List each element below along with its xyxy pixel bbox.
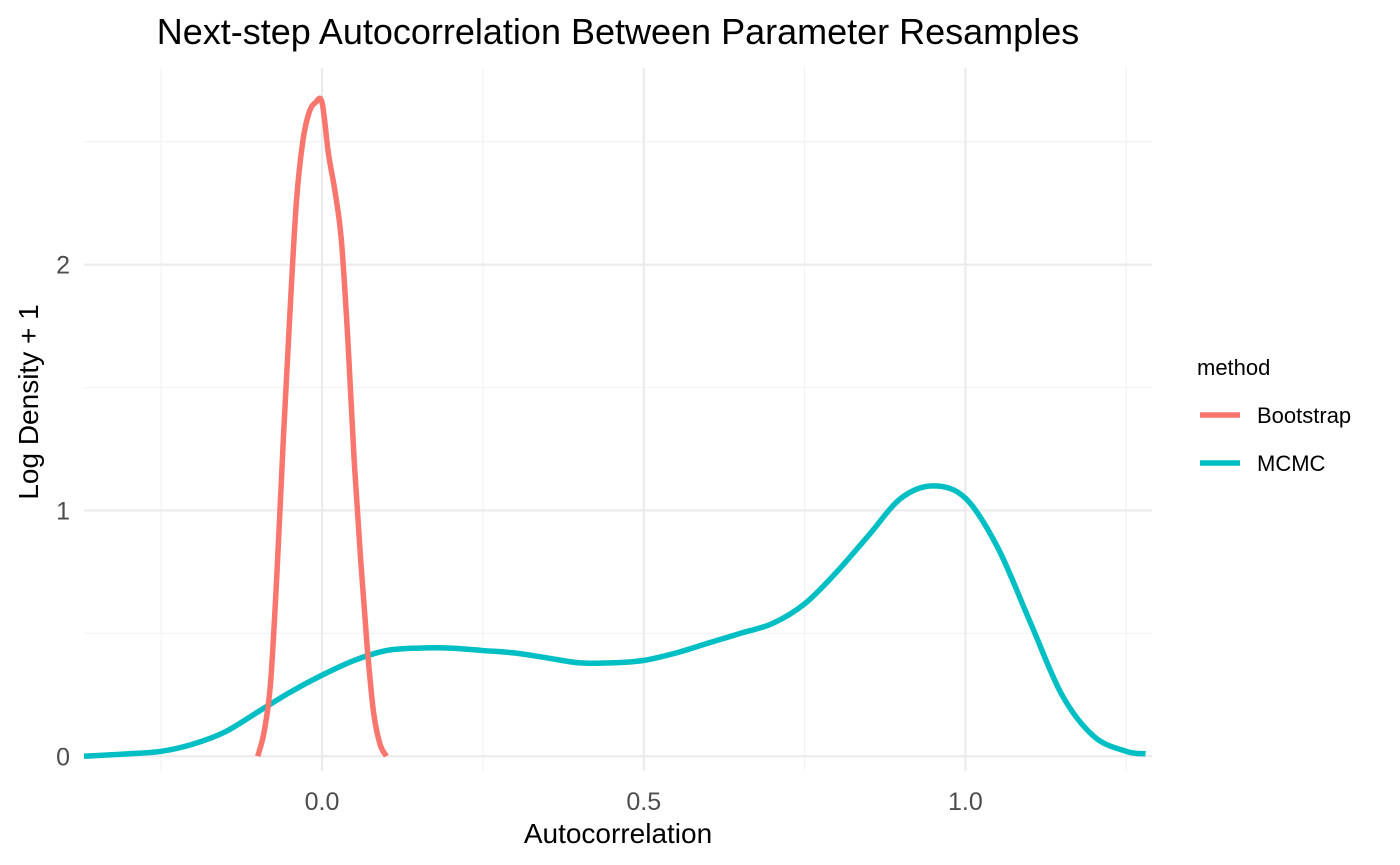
y-tick-label: 2 xyxy=(56,252,70,280)
x-tick-label: 0.0 xyxy=(305,788,340,816)
legend-items: Bootstrap MCMC xyxy=(1200,403,1351,476)
y-tick-label: 0 xyxy=(56,743,70,771)
x-axis-title: Autocorrelation xyxy=(524,818,712,849)
chart-title: Next-step Autocorrelation Between Parame… xyxy=(157,11,1079,52)
y-tick-label: 1 xyxy=(56,497,70,525)
legend-title: method xyxy=(1197,355,1270,380)
legend-label-mcmc: MCMC xyxy=(1257,451,1326,476)
legend-label-bootstrap: Bootstrap xyxy=(1257,403,1351,428)
y-tick-labels: 0 1 2 xyxy=(56,252,70,772)
x-tick-label: 1.0 xyxy=(948,788,983,816)
series-line-mcmc xyxy=(83,483,1146,759)
legend: method Bootstrap MCMC xyxy=(1197,355,1351,476)
grid xyxy=(84,68,1152,771)
series-line-bootstrap xyxy=(255,95,389,758)
series-group xyxy=(83,95,1146,759)
x-tick-labels: 0.0 0.5 1.0 xyxy=(305,788,983,816)
x-tick-label: 0.5 xyxy=(626,788,661,816)
y-axis-title: Log Density + 1 xyxy=(13,304,44,499)
